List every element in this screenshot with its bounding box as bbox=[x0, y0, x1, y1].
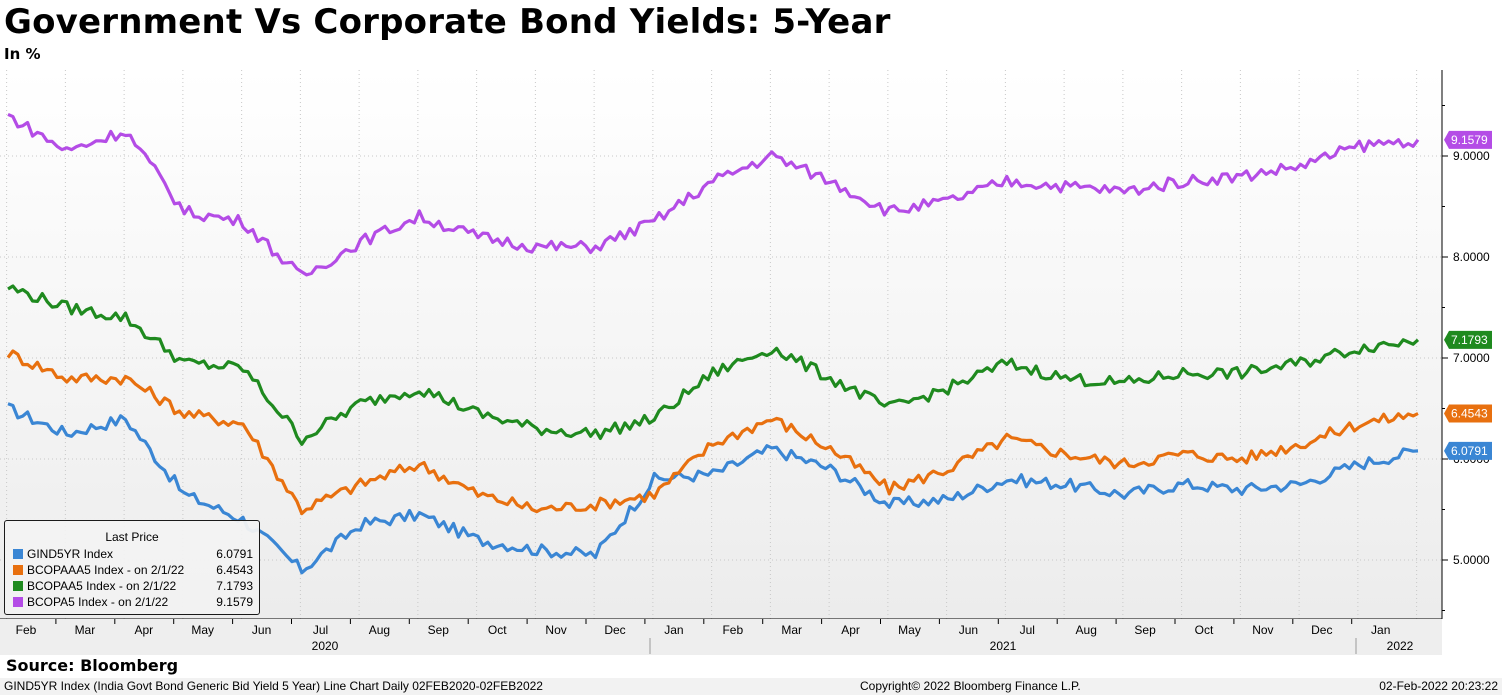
x-tick-label: Dec bbox=[604, 623, 625, 637]
y-tick-label: 5.0000 bbox=[1453, 553, 1490, 567]
x-tick-label: Sep bbox=[1134, 623, 1156, 637]
legend-label: GIND5YR Index bbox=[27, 547, 114, 561]
x-tick-label: Jan bbox=[1371, 623, 1390, 637]
legend-value: 6.4543 bbox=[216, 563, 253, 577]
legend-item: BCOPAA5 Index - on 2/1/22 7.1793 bbox=[5, 578, 259, 594]
y-tick-label: 9.0000 bbox=[1453, 149, 1490, 163]
series-line bbox=[7, 284, 1420, 446]
legend-item: BCOPA5 Index - on 2/1/22 9.1579 bbox=[5, 594, 259, 610]
last-value-tag bbox=[1444, 130, 1492, 149]
x-tick-label: Apr bbox=[841, 623, 860, 637]
x-tick-label: May bbox=[898, 623, 921, 637]
x-tick-label: Nov bbox=[1252, 623, 1273, 637]
x-tick-label: Sep bbox=[428, 623, 450, 637]
last-value-label: 6.0791 bbox=[1451, 444, 1488, 458]
x-tick-label: Dec bbox=[1311, 623, 1332, 637]
legend-item: GIND5YR Index 6.0791 bbox=[5, 546, 259, 562]
footer-timestamp: 02-Feb-2022 20:23:22 bbox=[1379, 679, 1498, 693]
legend-swatch bbox=[13, 549, 23, 559]
x-tick-label: Feb bbox=[722, 623, 743, 637]
footer-copyright: Copyright© 2022 Bloomberg Finance L.P. bbox=[860, 679, 1081, 693]
legend-swatch bbox=[13, 565, 23, 575]
last-value-tag bbox=[1444, 404, 1492, 423]
chart-subtitle: In % bbox=[4, 45, 41, 63]
x-tick-label: Jul bbox=[313, 623, 328, 637]
x-tick-label: Mar bbox=[75, 623, 96, 637]
x-tick-label: Jan bbox=[664, 623, 683, 637]
x-tick-label: Aug bbox=[1076, 623, 1097, 637]
x-tick-label: Jun bbox=[959, 623, 978, 637]
legend-item: BCOPAAA5 Index - on 2/1/22 6.4543 bbox=[5, 562, 259, 578]
chart-title: Government Vs Corporate Bond Yields: 5-Y… bbox=[4, 2, 891, 42]
legend-value: 6.0791 bbox=[216, 547, 253, 561]
last-value-label: 9.1579 bbox=[1451, 133, 1488, 147]
x-year-label: 2022 bbox=[1387, 639, 1414, 653]
legend-label: BCOPAA5 Index - on 2/1/22 bbox=[27, 579, 177, 593]
x-year-label: 2020 bbox=[312, 639, 339, 653]
x-year-label: 2021 bbox=[990, 639, 1017, 653]
series-line bbox=[6, 349, 1419, 516]
last-value-tag bbox=[1444, 441, 1492, 460]
series-line bbox=[7, 112, 1420, 277]
x-axis-band bbox=[0, 619, 1442, 655]
x-tick-label: Mar bbox=[781, 623, 802, 637]
legend-value: 9.1579 bbox=[216, 595, 253, 609]
x-tick-label: Jun bbox=[252, 623, 271, 637]
x-tick-label: Feb bbox=[16, 623, 37, 637]
last-value-label: 7.1793 bbox=[1451, 333, 1488, 347]
last-value-tag bbox=[1444, 330, 1492, 349]
x-tick-label: Apr bbox=[134, 623, 153, 637]
series-line bbox=[7, 402, 1419, 575]
legend-swatch bbox=[13, 597, 23, 607]
x-tick-label: Oct bbox=[1195, 623, 1214, 637]
footer-description: GIND5YR Index (India Govt Bond Generic B… bbox=[4, 679, 543, 693]
y-tick-label: 8.0000 bbox=[1453, 250, 1490, 264]
legend-header: Last Price bbox=[105, 530, 159, 544]
legend-label: BCOPA5 Index - on 2/1/22 bbox=[27, 595, 169, 609]
y-tick-label: 7.0000 bbox=[1453, 351, 1490, 365]
x-tick-label: Aug bbox=[369, 623, 390, 637]
x-tick-label: Jul bbox=[1020, 623, 1035, 637]
legend-swatch bbox=[13, 581, 23, 591]
footer-bar: GIND5YR Index (India Govt Bond Generic B… bbox=[0, 678, 1502, 695]
x-tick-label: Oct bbox=[488, 623, 507, 637]
x-tick-label: Nov bbox=[545, 623, 566, 637]
legend-label: BCOPAAA5 Index - on 2/1/22 bbox=[27, 563, 185, 577]
legend-value: 7.1793 bbox=[216, 579, 253, 593]
source-note: Source: Bloomberg bbox=[6, 656, 179, 675]
legend: Last Price GIND5YR Index 6.0791 BCOPAAA5 … bbox=[4, 520, 260, 615]
last-value-label: 6.4543 bbox=[1451, 407, 1488, 421]
x-tick-label: May bbox=[191, 623, 214, 637]
